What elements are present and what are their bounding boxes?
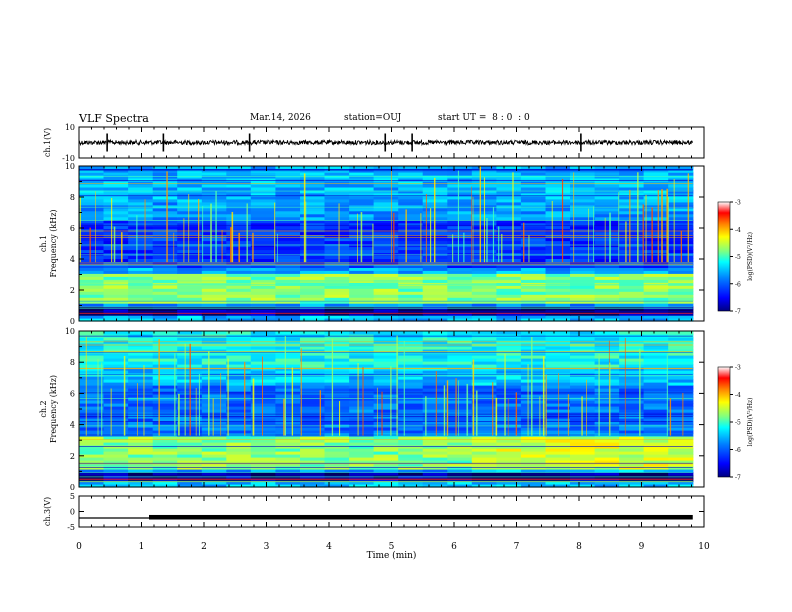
ch1-spectrogram-colorbar-label-2: -5	[735, 254, 741, 261]
ch1-spectrogram-ytick-label-5: 10	[65, 162, 75, 171]
ch2-spectrogram-ylabel-channel: ch.2	[39, 400, 48, 417]
panels	[78, 126, 733, 528]
ch1-spectrogram-colorbar-label-1: -4	[735, 227, 741, 234]
ch1-spectrogram-ytick-label-1: 2	[70, 286, 75, 295]
ch1-spectrogram-colorbar	[717, 201, 731, 312]
start-time-label: start UT = 8 : 0 : 0	[438, 113, 530, 123]
chart-title: VLF Spectra	[79, 112, 149, 125]
xtick-label-1: 1	[139, 542, 145, 552]
start-second: 0	[523, 113, 530, 123]
ch1-spectrogram-ytick-label-0: 0	[70, 317, 75, 326]
ch2-spectrogram-ytick-label-1: 2	[70, 452, 75, 461]
ch1-waveform-ytick-label-1: -10	[62, 154, 75, 163]
xaxis-label: Time (min)	[367, 550, 417, 561]
ch2-spectrogram-ytick-label-5: 10	[65, 327, 75, 336]
ch2-spectrogram-colorbar	[717, 366, 731, 478]
ch2-spectrogram-colorbar-label-2: -5	[735, 420, 741, 427]
ch2-spectrogram-ytick-label-0: 0	[70, 483, 75, 492]
ch1-spectrogram-ytick-label-4: 8	[70, 193, 75, 202]
xtick-label-10: 10	[698, 542, 710, 552]
station-value: OUJ	[382, 113, 402, 123]
ch1-spectrogram-ylabel-channel: ch.1	[39, 235, 48, 252]
ch1-spectrogram-colorbar-label-4: -7	[735, 309, 741, 316]
xtick-label-0: 0	[76, 542, 82, 552]
xtick-label-2: 2	[201, 542, 207, 552]
xtick-label-7: 7	[514, 542, 520, 552]
ch2-spectrogram-ytick-label-2: 4	[70, 421, 75, 430]
xtick-label-6: 6	[451, 542, 457, 552]
ch3-trace-after	[149, 514, 693, 520]
ch1-spectrogram-colorbar-label-0: -3	[735, 200, 741, 207]
ch2-spectrogram-colorbar-label-3: -6	[735, 447, 741, 454]
ch2-spectrogram-ylabel: Frequency (kHz)	[49, 375, 58, 443]
station-prefix: station=	[344, 113, 383, 123]
ch1-spectrogram-colorbar-label-3: -6	[735, 281, 741, 288]
xtick-label-4: 4	[326, 542, 332, 552]
ch1-spectrogram-ytick-label-3: 6	[70, 224, 75, 233]
ch2-spectrogram-colorbar-label-4: -7	[735, 475, 741, 482]
ch1-spectrogram-ylabel: Frequency (kHz)	[49, 209, 58, 277]
start-prefix: start UT =	[438, 113, 487, 123]
ch2-spectrogram-ytick-label-4: 8	[70, 358, 75, 367]
xtick-label-5: 5	[389, 542, 395, 552]
start-minute: 0	[506, 113, 513, 123]
ch2-spectrogram-image	[78, 331, 694, 488]
xtick-label-9: 9	[639, 542, 645, 552]
ch3-waveform-ytick-label-0: 5	[70, 492, 75, 501]
ch2-spectrogram-colorbar-label-0: -3	[735, 365, 741, 372]
date-label: Mar.14, 2026	[250, 113, 311, 123]
ch3-waveform-ytick-label-2: -5	[67, 523, 75, 532]
ch1-spectrogram-image	[79, 166, 694, 322]
xtick-label-3: 3	[264, 542, 270, 552]
start-hour: 8	[492, 113, 498, 123]
ch2-spectrogram-colorbar-label-1: -4	[735, 392, 741, 399]
ch1-waveform-ytick-label-0: 10	[65, 123, 75, 132]
xtick-label-8: 8	[576, 542, 582, 552]
ch2-spectrogram-colorbar-title: log(PSD)(V²/Hz)	[747, 398, 754, 447]
ch3-waveform-ylabel: ch.3(V)	[43, 497, 52, 526]
ch1-waveform-ylabel: ch.1(V)	[43, 128, 52, 157]
ch2-spectrogram-ytick-label-3: 6	[70, 389, 75, 398]
ch1-spectrogram-colorbar-title: log(PSD)(V²/Hz)	[747, 232, 754, 281]
station-label: station=OUJ	[344, 113, 401, 123]
ch1-spectrogram-ytick-label-2: 4	[70, 255, 75, 264]
ch3-waveform-ytick-label-1: 0	[70, 508, 75, 517]
